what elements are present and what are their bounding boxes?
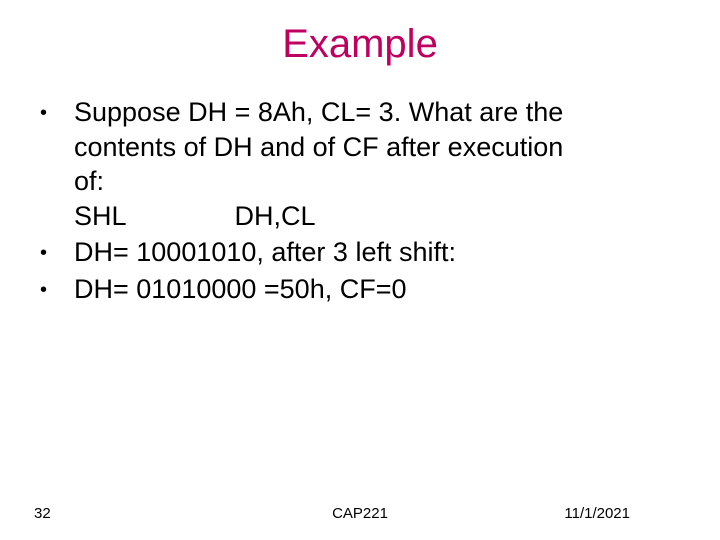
slide: Example • Suppose DH = 8Ah, CL= 3. What … bbox=[0, 0, 720, 540]
footer-date: 11/1/2021 bbox=[564, 505, 630, 522]
bullet-item: • DH= 10001010, after 3 left shift: bbox=[40, 235, 680, 270]
bullet-item: • Suppose DH = 8Ah, CL= 3. What are the … bbox=[40, 95, 680, 233]
bullet-dot: • bbox=[40, 95, 74, 127]
slide-body: • Suppose DH = 8Ah, CL= 3. What are the … bbox=[0, 77, 720, 306]
bullet-dot: • bbox=[40, 235, 74, 267]
bullet-text: DH= 01010000 =50h, CF=0 bbox=[74, 272, 680, 307]
bullet-line: DH= 01010000 =50h, CF=0 bbox=[74, 272, 680, 307]
bullet-line: SHL DH,CL bbox=[74, 199, 680, 234]
bullet-line: Suppose DH = 8Ah, CL= 3. What are the bbox=[74, 95, 680, 130]
bullet-text: Suppose DH = 8Ah, CL= 3. What are the co… bbox=[74, 95, 680, 233]
bullet-dot: • bbox=[40, 272, 74, 304]
bullet-line: DH= 10001010, after 3 left shift: bbox=[74, 235, 680, 270]
bullet-text: DH= 10001010, after 3 left shift: bbox=[74, 235, 680, 270]
bullet-line: contents of DH and of CF after execution bbox=[74, 130, 680, 165]
slide-title: Example bbox=[0, 0, 720, 77]
bullet-line: of: bbox=[74, 164, 680, 199]
bullet-item: • DH= 01010000 =50h, CF=0 bbox=[40, 272, 680, 307]
